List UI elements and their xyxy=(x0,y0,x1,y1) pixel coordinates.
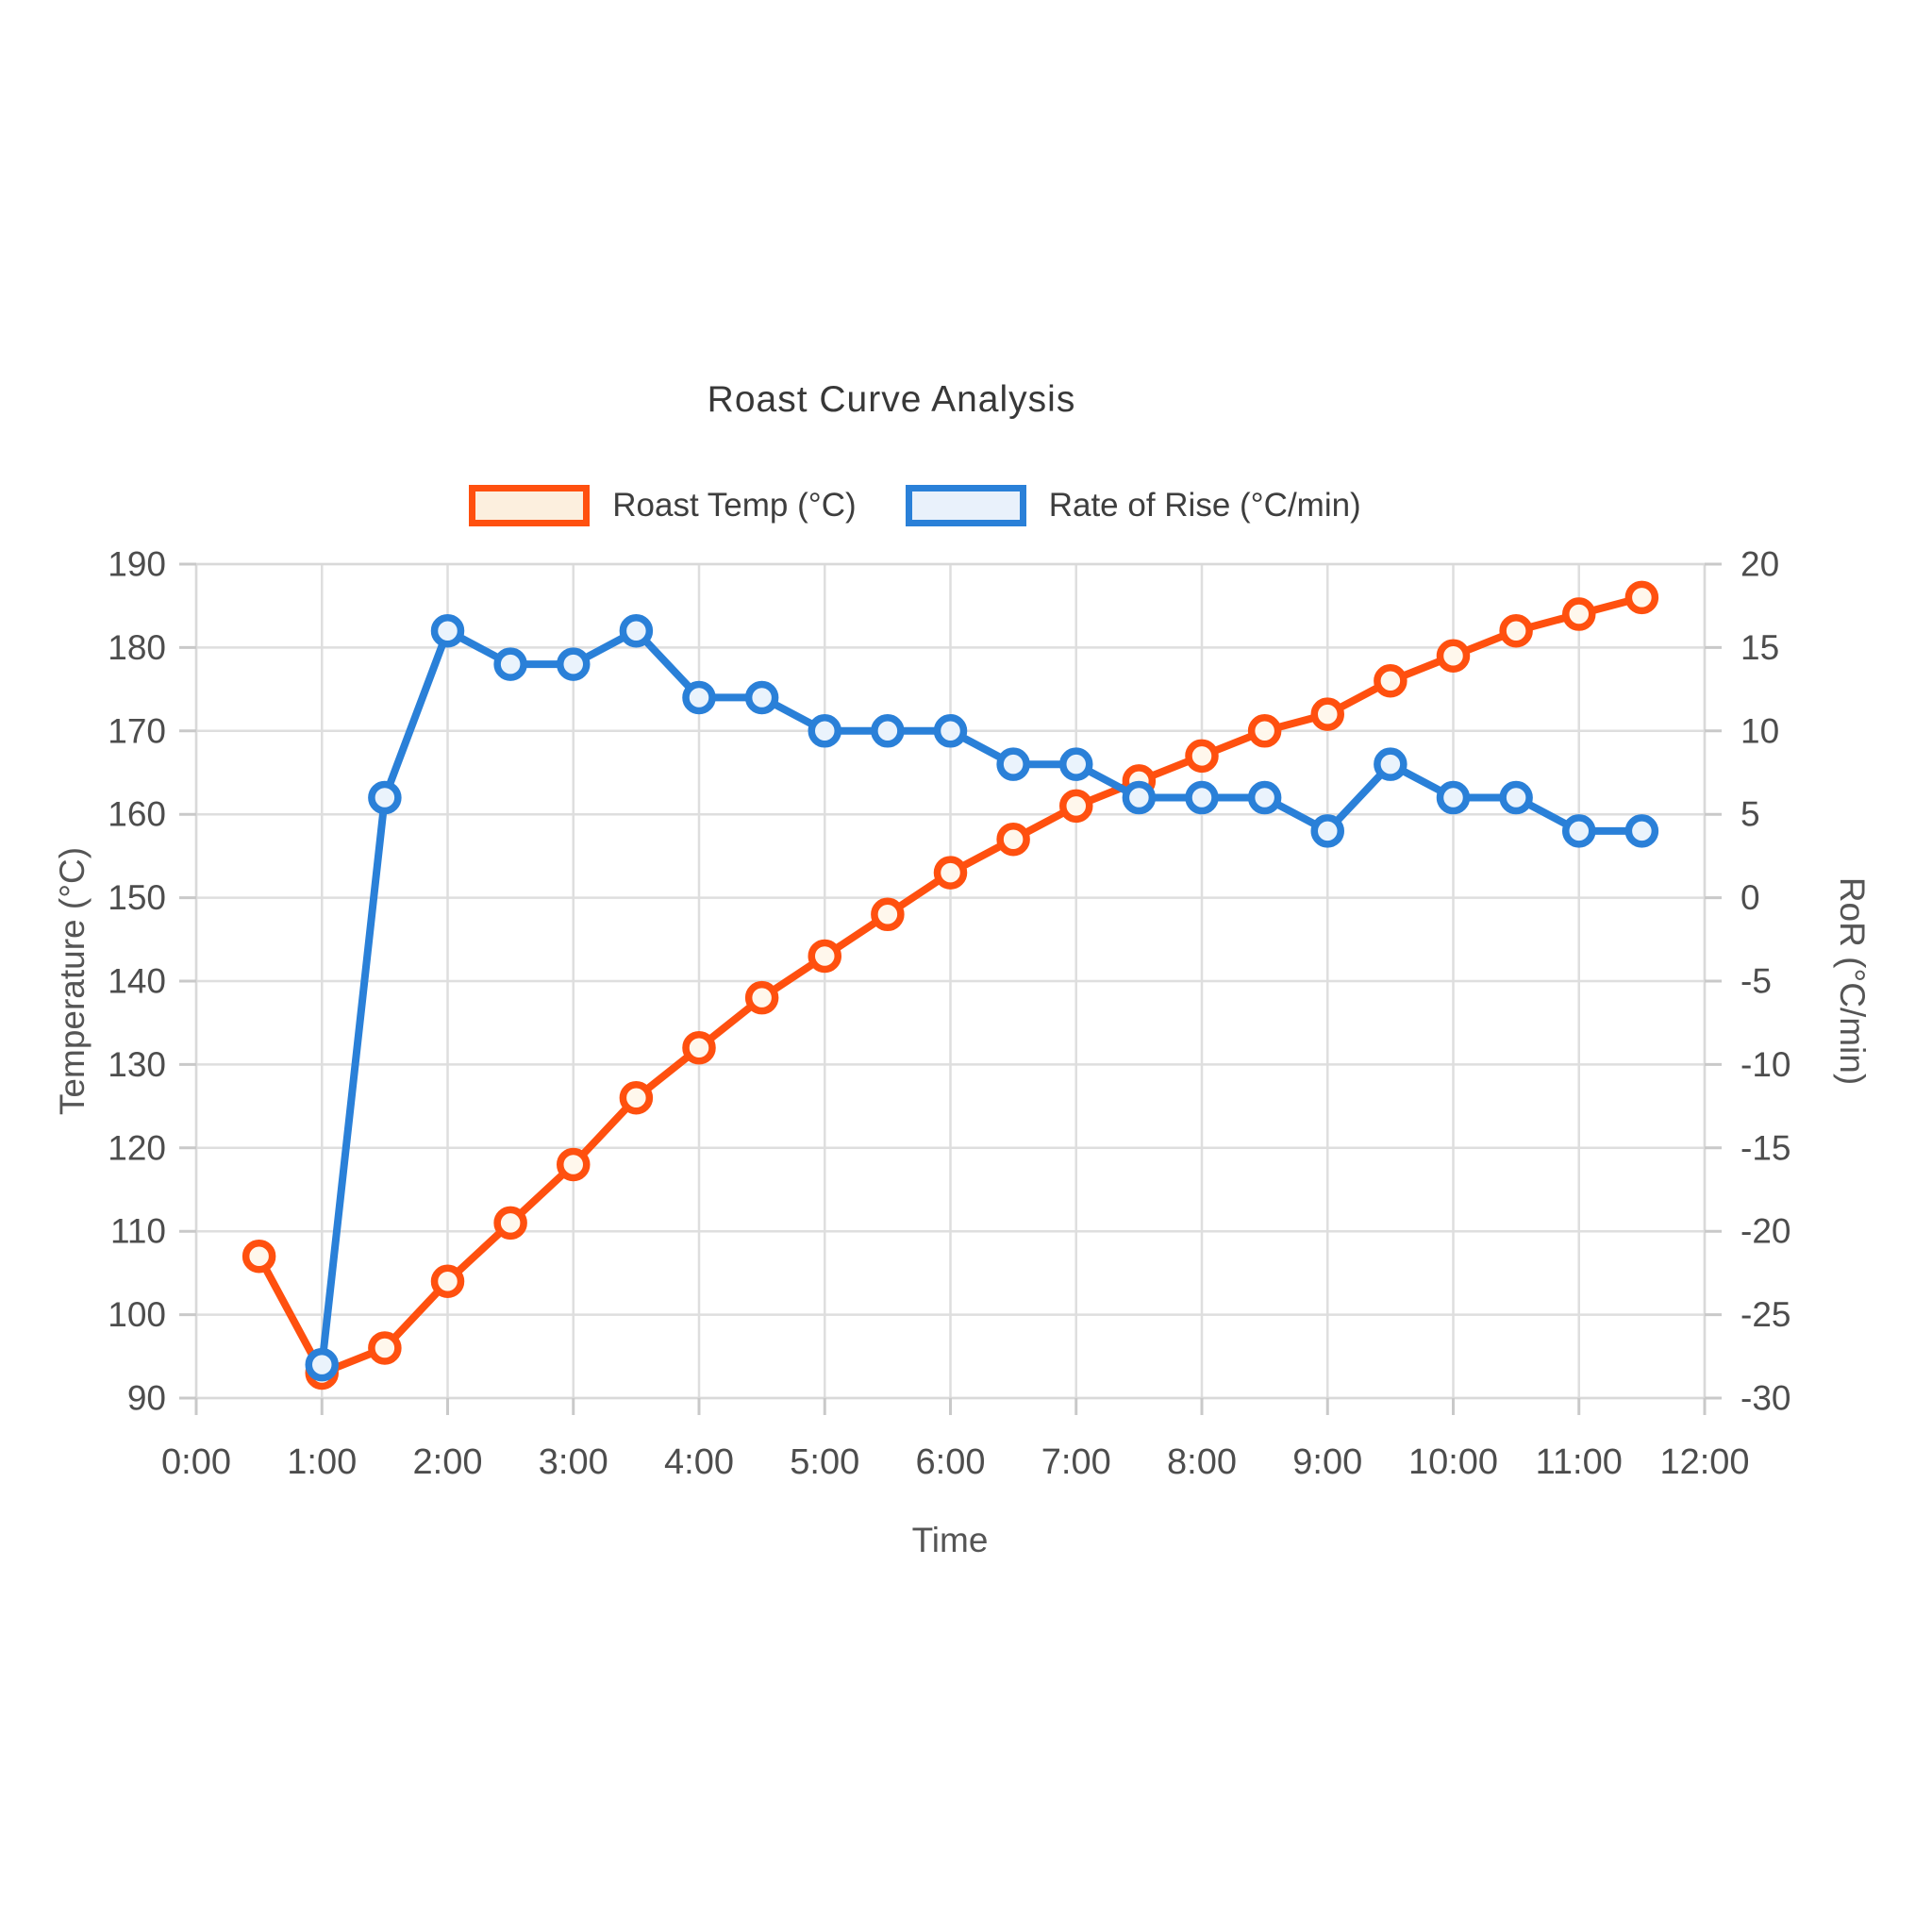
x-axis-title: Time xyxy=(911,1521,989,1559)
roast-temp-data-point xyxy=(933,856,968,890)
legend-item-rate-of-rise: Rate of Rise (°C/min) xyxy=(905,485,1361,526)
right-axis-tick-label: 15 xyxy=(1740,628,1779,667)
right-axis-tick-label: -25 xyxy=(1740,1295,1790,1334)
rate-of-rise-data-point xyxy=(682,680,716,715)
rate-of-rise-data-point xyxy=(1247,780,1282,815)
rate-of-rise-data-point xyxy=(1374,747,1407,781)
rate-of-rise-data-point xyxy=(1122,780,1157,815)
rate-of-rise-data-point xyxy=(996,747,1030,781)
roast-temp-data-point xyxy=(1624,580,1659,615)
x-axis-tick-label: 11:00 xyxy=(1536,1442,1623,1482)
legend: Roast Temp (°C) Rate of Rise (°C/min) xyxy=(0,485,1830,526)
right-axis-title: RoR (°C/min) xyxy=(1833,876,1872,1086)
roast-temp-data-point xyxy=(1436,639,1471,673)
legend-item-roast-temp: Roast Temp (°C) xyxy=(469,485,857,526)
x-axis-tick-label: 7:00 xyxy=(1041,1442,1111,1482)
left-axis-title: Temperature (°C) xyxy=(53,846,92,1116)
x-axis-tick-label: 9:00 xyxy=(1292,1442,1362,1482)
left-axis-tick-label: 130 xyxy=(108,1045,166,1084)
roast-temp-data-point xyxy=(493,1206,527,1241)
x-axis-tick-label: 3:00 xyxy=(539,1442,608,1482)
rate-of-rise-data-point xyxy=(368,780,402,815)
rate-of-rise-data-point xyxy=(744,680,779,715)
left-axis-tick-label: 120 xyxy=(108,1128,166,1167)
roast-temp-legend-label: Roast Temp (°C) xyxy=(612,487,857,524)
right-axis-tick-label: -15 xyxy=(1740,1128,1790,1167)
roast-temp-data-point xyxy=(619,1081,654,1115)
rate-of-rise-legend-label: Rate of Rise (°C/min) xyxy=(1048,487,1361,524)
right-axis-tick-label: -30 xyxy=(1740,1379,1790,1418)
roast-temp-data-point xyxy=(682,1030,716,1065)
left-axis-tick-label: 90 xyxy=(127,1379,166,1418)
x-axis-tick-label: 6:00 xyxy=(916,1442,986,1482)
rate-of-rise-data-point xyxy=(493,647,527,681)
rate-of-rise-data-point xyxy=(1310,814,1344,848)
roast-temp-data-point xyxy=(1059,789,1093,824)
left-axis-tick-label: 190 xyxy=(108,545,166,584)
x-axis-tick-label: 8:00 xyxy=(1167,1442,1237,1482)
roast-temp-data-point xyxy=(871,897,905,932)
roast-temp-data-point xyxy=(1247,714,1282,748)
left-axis-tick-label: 160 xyxy=(108,795,166,834)
rate-of-rise-data-point xyxy=(1436,780,1471,815)
rate-of-rise-data-point xyxy=(871,714,905,748)
x-axis-tick-label: 4:00 xyxy=(664,1442,734,1482)
right-axis-tick-label: 5 xyxy=(1740,795,1760,834)
rate-of-rise-line xyxy=(318,626,1646,1369)
rate-of-rise-data-point xyxy=(1059,747,1093,781)
rate-of-rise-swatch xyxy=(905,485,1026,526)
left-axis-tick-label: 170 xyxy=(108,711,166,750)
x-axis-tick-label: 2:00 xyxy=(413,1442,483,1482)
roast-temp-data-point xyxy=(744,980,779,1015)
right-axis-tick-label: 10 xyxy=(1740,711,1779,750)
roast-temp-data-point xyxy=(1562,597,1596,631)
left-axis-tick-label: 100 xyxy=(108,1295,166,1334)
roast-temp-data-point xyxy=(808,939,841,974)
right-axis-tick-label: -10 xyxy=(1740,1045,1790,1084)
rate-of-rise-data-point xyxy=(1499,780,1533,815)
rate-of-rise-data-point xyxy=(1185,780,1219,815)
roast-temp-data-point xyxy=(1310,697,1344,731)
rate-of-rise-data-point xyxy=(1562,814,1596,848)
rate-of-rise-data-point xyxy=(557,647,591,681)
roast-temp-data-point xyxy=(1499,613,1533,648)
roast-temp-data-point xyxy=(242,1239,276,1274)
right-axis-tick-label: 20 xyxy=(1740,545,1779,584)
rate-of-rise-data-point xyxy=(933,714,968,748)
x-axis-tick-label: 0:00 xyxy=(161,1442,231,1482)
right-axis-tick-label: -20 xyxy=(1740,1212,1790,1251)
roast-temp-data-point xyxy=(1374,664,1407,698)
left-axis-tick-label: 180 xyxy=(108,628,166,667)
rate-of-rise-data-point xyxy=(808,714,841,748)
roast-temp-data-point xyxy=(557,1147,591,1182)
right-axis-tick-label: 0 xyxy=(1740,878,1760,917)
roast-temp-swatch xyxy=(469,485,591,526)
left-axis-tick-label: 150 xyxy=(108,878,166,917)
roast-temp-data-point xyxy=(368,1331,402,1365)
roast-temp-data-point xyxy=(430,1264,465,1298)
x-axis-tick-label: 1:00 xyxy=(287,1442,357,1482)
x-axis-tick-label: 5:00 xyxy=(790,1442,859,1482)
chart-title: Roast Curve Analysis xyxy=(707,379,1076,420)
rate-of-rise-data-point xyxy=(430,613,465,648)
rate-of-rise-data-point xyxy=(1624,814,1659,848)
roast-temp-data-point xyxy=(996,822,1030,857)
x-axis-tick-label: 12:00 xyxy=(1659,1442,1749,1482)
x-axis-tick-label: 10:00 xyxy=(1408,1442,1498,1482)
rate-of-rise-data-point xyxy=(305,1347,339,1382)
left-axis-tick-label: 110 xyxy=(110,1212,166,1251)
roast-temp-data-point xyxy=(1185,739,1219,774)
rate-of-rise-data-point xyxy=(619,613,654,648)
right-axis-tick-label: -5 xyxy=(1740,962,1772,1001)
left-axis-tick-label: 140 xyxy=(108,962,166,1001)
